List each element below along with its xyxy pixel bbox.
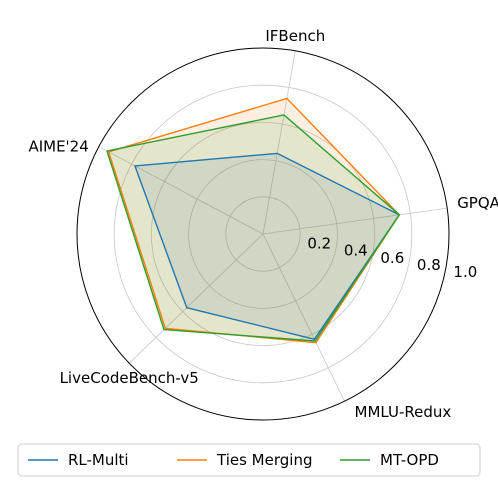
grid-circle — [113, 84, 413, 384]
axis-label: GPQA — [457, 194, 498, 212]
series-layer — [106, 97, 400, 344]
series-line — [106, 114, 400, 342]
legend-label: Ties Merging — [216, 451, 312, 469]
series-line — [134, 152, 400, 341]
series-area — [108, 98, 400, 343]
legend: RL-Multi Ties Merging MT-OPD — [17, 443, 481, 477]
axis-label: IFBench — [265, 27, 325, 45]
radial-tick-label: 0.6 — [380, 249, 404, 267]
grid-spoke — [262, 233, 345, 402]
grid-circle — [225, 196, 301, 272]
series-area — [106, 114, 400, 341]
legend-box — [17, 443, 481, 477]
radial-tick-label: 0.2 — [307, 235, 331, 253]
radial-tick-label: 1.0 — [453, 263, 477, 281]
outer-frame — [76, 47, 450, 421]
grid-spoke — [98, 146, 264, 235]
series-area — [134, 153, 400, 340]
grid-layer — [76, 47, 450, 421]
grid-circle — [188, 159, 338, 309]
axis-label: LiveCodeBench-v5 — [60, 369, 199, 387]
grid-spoke — [262, 207, 448, 235]
grid-spoke — [262, 50, 296, 235]
radial-tick-label: 0.4 — [344, 242, 368, 260]
axis-label: MMLU-Redux — [355, 403, 452, 421]
axis-label: AIME'24 — [28, 138, 88, 156]
legend-label: RL-Multi — [68, 451, 129, 469]
legend-label: MT-OPD — [380, 451, 439, 469]
grid-circle — [150, 122, 375, 346]
label-layer: IFBench GPQA MMLU-Redux LiveCodeBench-v5 AIM… — [28, 27, 498, 421]
radial-tick-label: 0.8 — [417, 256, 441, 274]
grid-spoke — [128, 233, 264, 364]
